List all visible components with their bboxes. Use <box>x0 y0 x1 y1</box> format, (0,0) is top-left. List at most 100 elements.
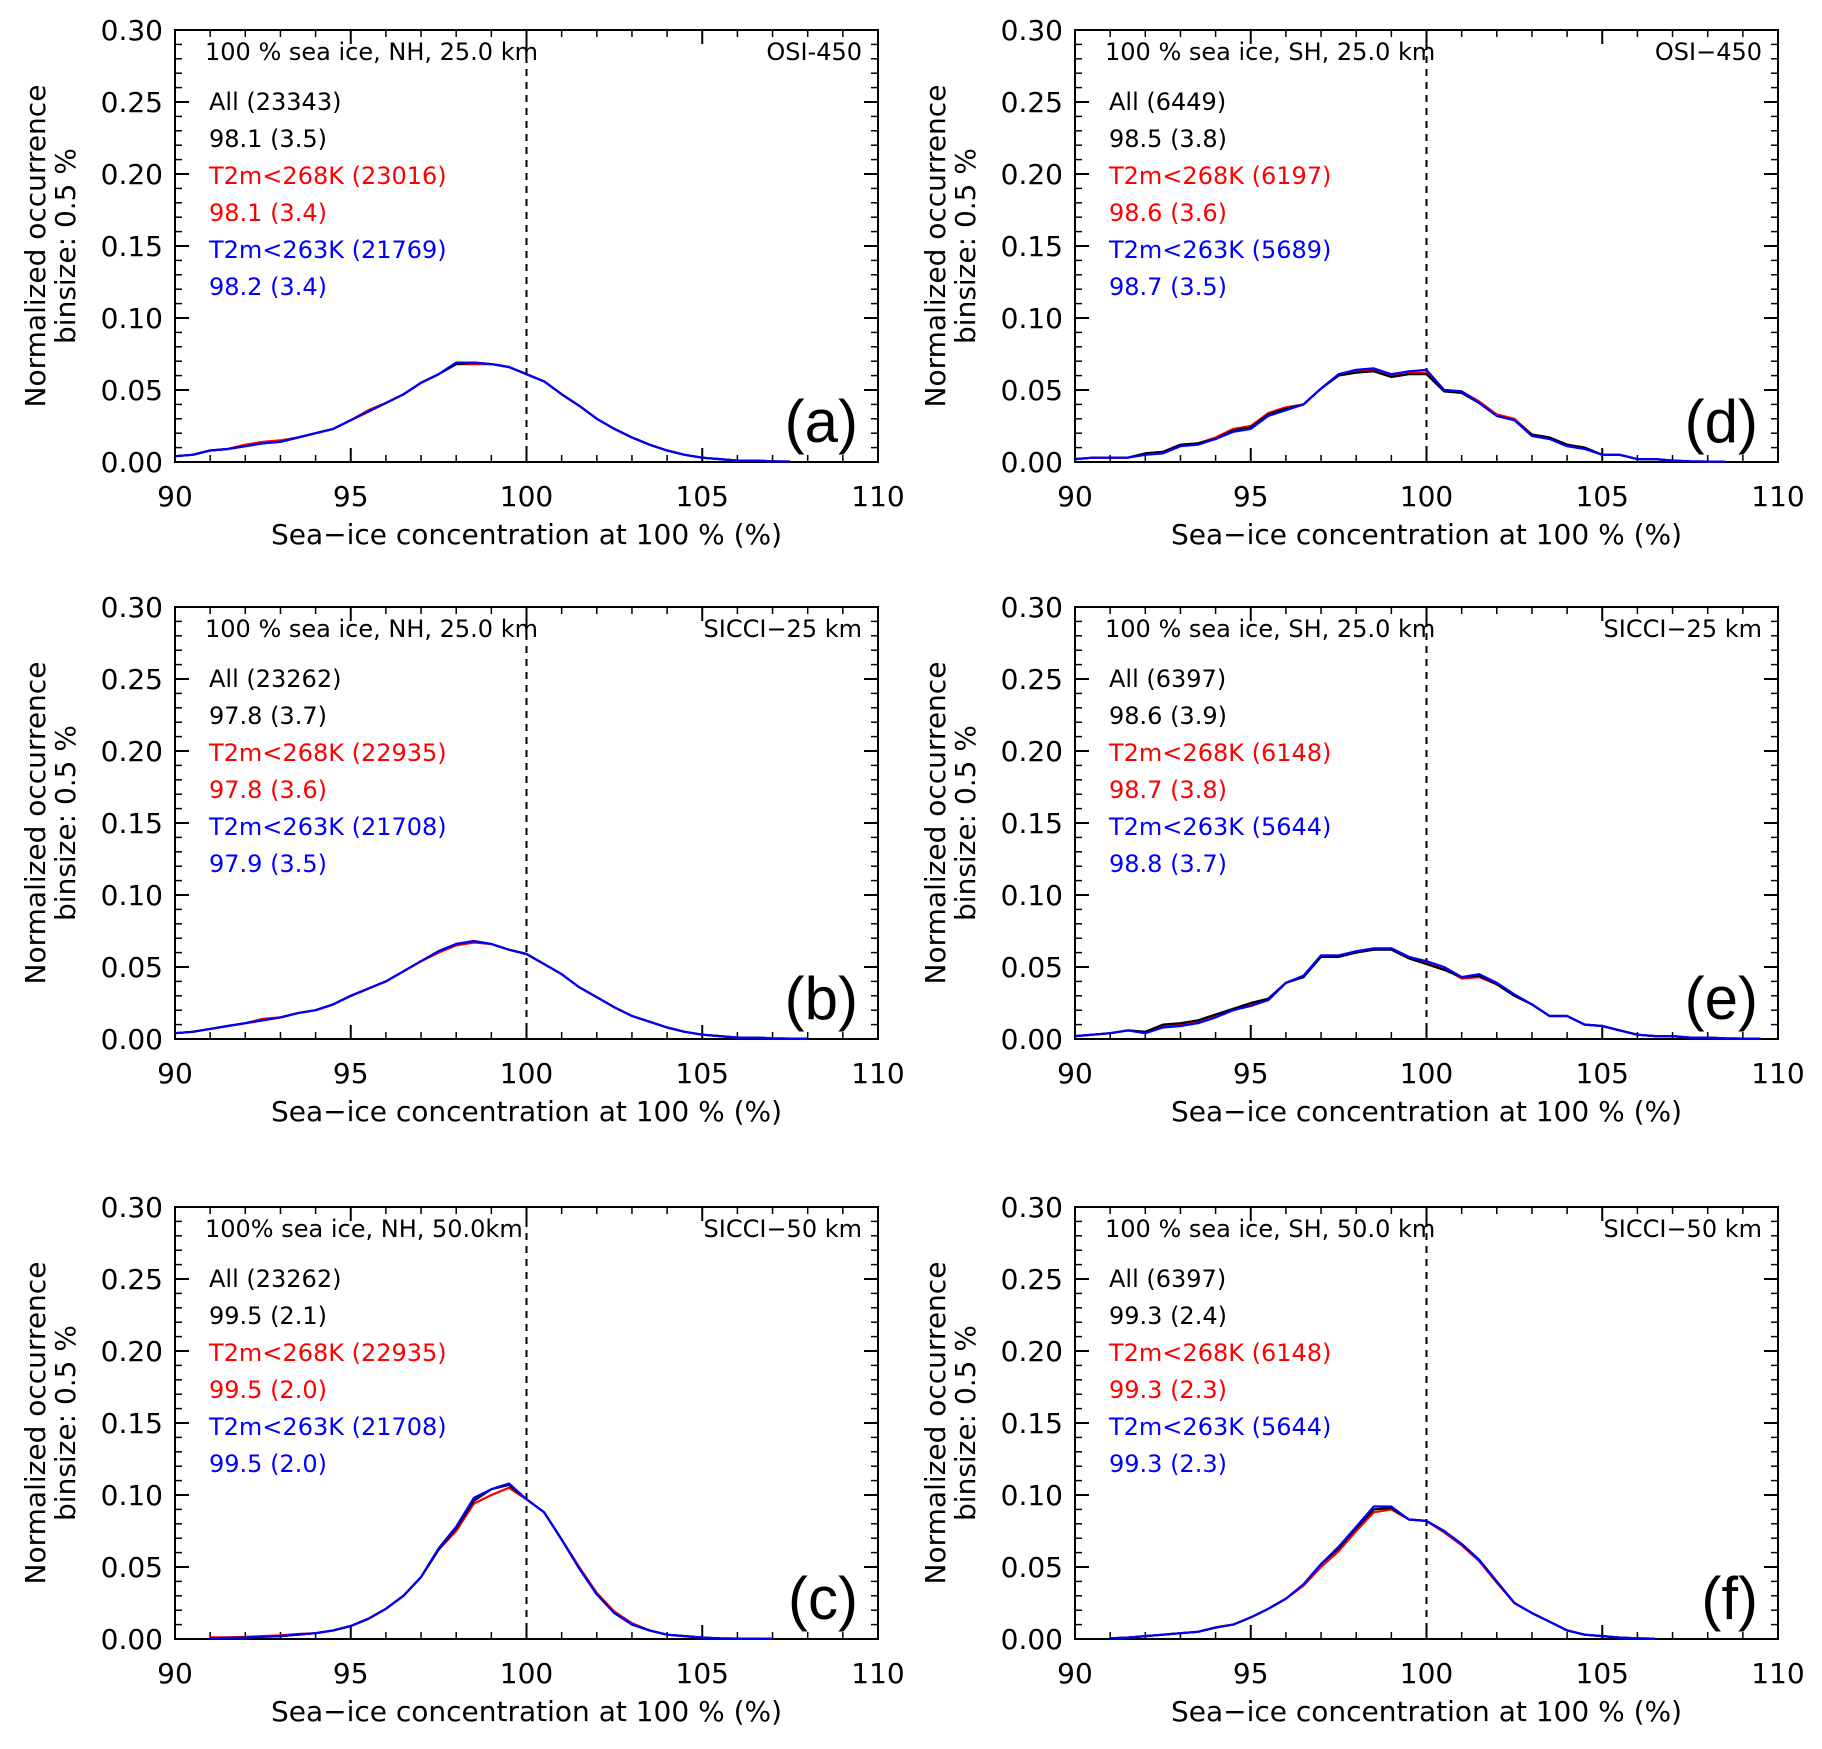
y-tick-label: 0.00 <box>1001 1623 1063 1656</box>
series-line-t263 <box>210 1482 773 1640</box>
x-tick-label: 90 <box>1057 1057 1093 1090</box>
y-tick-label: 0.10 <box>1001 879 1063 912</box>
x-axis-title: Sea−ice concentration at 100 % (%) <box>1171 1095 1682 1128</box>
y-axis-subtitle: binsize: 0.5 % <box>49 725 82 921</box>
x-tick-label: 110 <box>1751 1657 1804 1690</box>
y-tick-label: 0.10 <box>101 302 163 335</box>
x-axis-title: Sea−ice concentration at 100 % (%) <box>271 1095 782 1128</box>
y-tick-label: 0.00 <box>101 1623 163 1656</box>
y-tick-label: 0.20 <box>1001 158 1063 191</box>
y-tick-label: 0.25 <box>1001 86 1063 119</box>
y-tick-label: 0.00 <box>1001 446 1063 479</box>
y-tick-label: 0.05 <box>101 1551 163 1584</box>
x-tick-label: 95 <box>1233 1057 1269 1090</box>
stat-line: T2m<263K (21708) <box>208 813 447 841</box>
stat-line: All (23343) <box>209 88 341 116</box>
x-tick-label: 110 <box>1751 1057 1804 1090</box>
stat-line: 98.1 (3.4) <box>209 199 327 227</box>
y-axis-subtitle: binsize: 0.5 % <box>949 148 982 344</box>
stat-line: 98.7 (3.8) <box>1109 776 1227 804</box>
x-tick-label: 95 <box>333 1057 369 1090</box>
y-axis-title: Normalized occurrence <box>19 85 52 408</box>
stat-line: 99.3 (2.4) <box>1109 1302 1227 1330</box>
y-tick-label: 0.25 <box>101 86 163 119</box>
x-tick-label: 100 <box>1400 1057 1453 1090</box>
product-label: OSI−450 <box>1655 38 1762 66</box>
y-axis-title: Normalized occurrence <box>919 1262 952 1585</box>
x-axis-title: Sea−ice concentration at 100 % (%) <box>271 518 782 551</box>
x-tick-label: 100 <box>500 1057 553 1090</box>
stat-line: T2m<263K (21769) <box>208 236 447 264</box>
y-axis-title: Normalized occurrence <box>919 85 952 408</box>
y-tick-label: 0.30 <box>101 591 163 624</box>
x-tick-label: 105 <box>1576 1657 1629 1690</box>
y-tick-label: 0.15 <box>1001 230 1063 263</box>
panel-letter: (c) <box>788 1565 858 1632</box>
y-tick-label: 0.05 <box>1001 1551 1063 1584</box>
x-axis-title: Sea−ice concentration at 100 % (%) <box>1171 1695 1682 1728</box>
product-label: SICCI−50 km <box>704 1215 862 1243</box>
x-tick-label: 90 <box>1057 1657 1093 1690</box>
x-axis-title: Sea−ice concentration at 100 % (%) <box>1171 518 1682 551</box>
y-tick-label: 0.30 <box>101 1191 163 1224</box>
y-tick-label: 0.05 <box>1001 374 1063 407</box>
y-tick-label: 0.10 <box>1001 1479 1063 1512</box>
product-label: SICCI−25 km <box>704 615 862 643</box>
series-line-all <box>174 939 808 1040</box>
series-line-t263 <box>174 361 791 463</box>
x-tick-label: 105 <box>1576 1057 1629 1090</box>
y-axis-title: Normalized occurrence <box>919 662 952 985</box>
stat-line: T2m<263K (5644) <box>1108 813 1331 841</box>
series-line-t263 <box>1074 367 1726 463</box>
series-line-all <box>174 361 791 463</box>
panel-letter: (f) <box>1701 1565 1758 1632</box>
x-tick-label: 110 <box>851 480 904 513</box>
y-axis-subtitle: binsize: 0.5 % <box>949 1325 982 1521</box>
x-tick-label: 90 <box>157 1057 193 1090</box>
y-tick-label: 0.30 <box>1001 14 1063 47</box>
panel-title: 100 % sea ice, SH, 25.0 km <box>1105 615 1435 643</box>
x-tick-label: 105 <box>676 480 729 513</box>
y-axis-subtitle: binsize: 0.5 % <box>949 725 982 921</box>
x-tick-label: 100 <box>1400 480 1453 513</box>
series-line-t268 <box>174 363 791 463</box>
y-tick-label: 0.30 <box>1001 591 1063 624</box>
y-tick-label: 0.15 <box>101 1407 163 1440</box>
stat-line: T2m<268K (6197) <box>1108 162 1331 190</box>
stat-line: 97.9 (3.5) <box>209 850 327 878</box>
x-tick-label: 95 <box>1233 1657 1269 1690</box>
y-tick-label: 0.20 <box>101 158 163 191</box>
x-tick-label: 95 <box>333 480 369 513</box>
y-tick-label: 0.25 <box>1001 1263 1063 1296</box>
stat-line: All (23262) <box>209 665 341 693</box>
series-line-t263 <box>174 939 808 1040</box>
product-label: OSI-450 <box>766 38 862 66</box>
stat-line: T2m<268K (6148) <box>1108 1339 1331 1367</box>
stat-line: 98.1 (3.5) <box>209 125 327 153</box>
series-line-all <box>1110 1506 1656 1640</box>
stat-line: T2m<263K (21708) <box>208 1413 447 1441</box>
y-tick-label: 0.20 <box>101 1335 163 1368</box>
product-label: SICCI−25 km <box>1604 615 1762 643</box>
series-line-t263 <box>1110 1505 1656 1640</box>
series-line-t268 <box>174 941 808 1040</box>
y-axis-subtitle: binsize: 0.5 % <box>49 1325 82 1521</box>
stat-line: 99.3 (2.3) <box>1109 1450 1227 1478</box>
stat-line: 98.2 (3.4) <box>209 273 327 301</box>
y-axis-title: Normalized occurrence <box>19 1262 52 1585</box>
panel-title: 100 % sea ice, NH, 25.0 km <box>205 38 538 66</box>
y-tick-label: 0.30 <box>1001 1191 1063 1224</box>
stat-line: T2m<268K (6148) <box>1108 739 1331 767</box>
panel-letter: (d) <box>1685 388 1758 455</box>
y-tick-label: 0.25 <box>101 663 163 696</box>
y-tick-label: 0.20 <box>101 735 163 768</box>
x-tick-label: 90 <box>1057 480 1093 513</box>
series-line-all <box>1074 370 1726 463</box>
y-tick-label: 0.15 <box>101 807 163 840</box>
panel-d: 90 95 100 105 110 0.00 0.05 0.10 0.15 0.20 0.25 0.3… <box>919 14 1805 551</box>
panel-c: 90 95 100 105 110 0.00 0.05 0.10 0.15 0.20 0.25 0.3… <box>19 1191 905 1728</box>
x-tick-label: 90 <box>157 480 193 513</box>
stat-line: 99.3 (2.3) <box>1109 1376 1227 1404</box>
stat-line: T2m<263K (5644) <box>1108 1413 1331 1441</box>
